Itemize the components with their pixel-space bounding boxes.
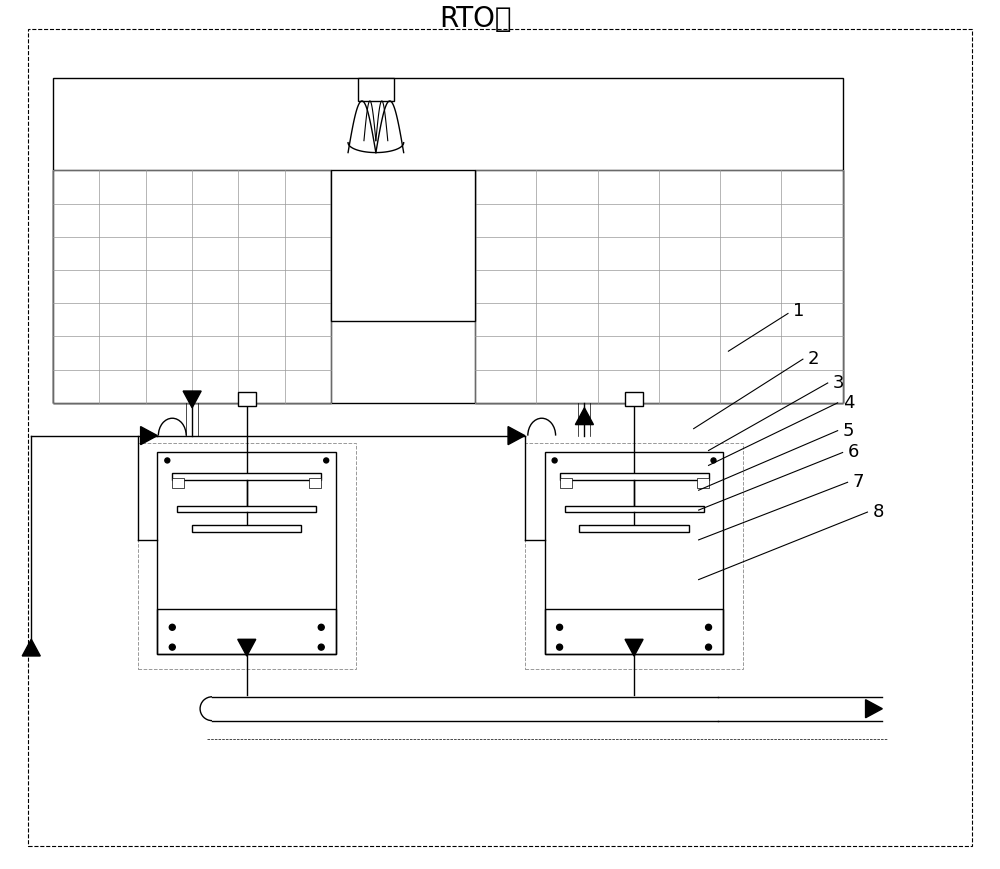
Circle shape — [169, 644, 175, 650]
Circle shape — [165, 458, 170, 463]
Bar — [565, 506, 704, 512]
Circle shape — [318, 644, 324, 650]
Polygon shape — [141, 427, 157, 445]
Text: 8: 8 — [872, 503, 884, 521]
Bar — [560, 474, 709, 481]
Bar — [625, 392, 643, 406]
Circle shape — [557, 644, 563, 650]
Bar — [697, 478, 709, 488]
Circle shape — [318, 624, 324, 630]
Polygon shape — [238, 640, 256, 656]
Polygon shape — [575, 408, 593, 425]
Polygon shape — [625, 640, 643, 656]
Bar — [579, 526, 689, 532]
Text: 2: 2 — [808, 350, 819, 368]
Text: 7: 7 — [853, 474, 864, 491]
Polygon shape — [183, 391, 201, 408]
Bar — [192, 526, 301, 532]
Circle shape — [711, 458, 716, 463]
Bar — [475, 170, 843, 403]
Polygon shape — [866, 700, 882, 718]
Bar — [358, 78, 394, 101]
Text: RTO图: RTO图 — [439, 4, 511, 32]
Circle shape — [706, 644, 712, 650]
Text: 6: 6 — [848, 443, 859, 461]
Bar — [525, 442, 743, 669]
Bar — [309, 478, 321, 488]
Bar — [545, 453, 723, 654]
Bar — [138, 442, 356, 669]
Bar — [172, 474, 321, 481]
Text: 1: 1 — [793, 302, 804, 321]
Polygon shape — [508, 427, 525, 445]
Bar — [560, 478, 572, 488]
Text: 4: 4 — [843, 394, 854, 412]
Bar — [238, 392, 256, 406]
Text: 5: 5 — [843, 421, 854, 440]
Circle shape — [552, 458, 557, 463]
Bar — [53, 170, 331, 403]
Bar — [545, 609, 723, 654]
Bar — [53, 78, 843, 403]
Circle shape — [557, 624, 563, 630]
Text: 3: 3 — [833, 374, 844, 392]
Circle shape — [324, 458, 329, 463]
Bar — [157, 609, 336, 654]
Polygon shape — [22, 640, 40, 656]
Bar — [177, 506, 316, 512]
Bar — [157, 453, 336, 654]
Bar — [172, 478, 184, 488]
Circle shape — [169, 624, 175, 630]
Circle shape — [706, 624, 712, 630]
Bar — [331, 170, 475, 322]
